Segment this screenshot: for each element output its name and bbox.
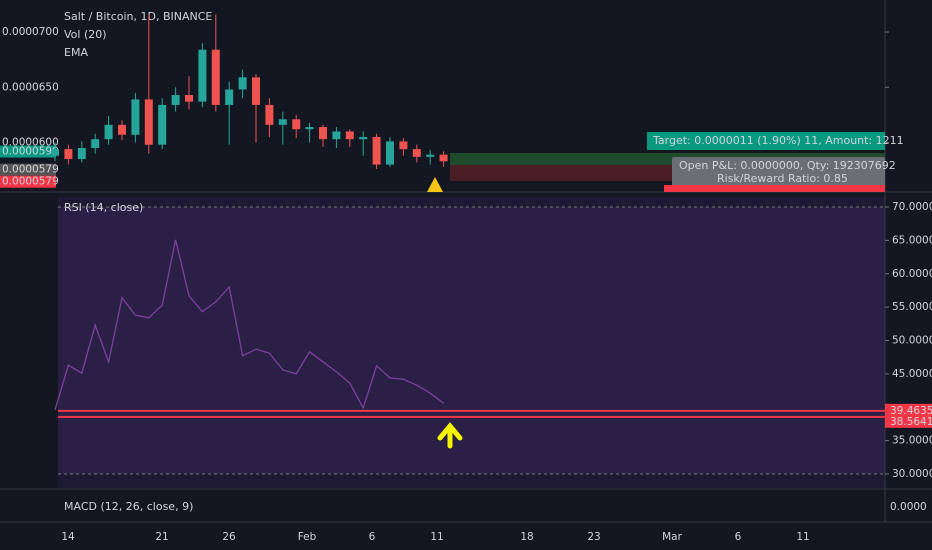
candle-body <box>372 136 381 165</box>
x-tick-label: 6 <box>369 531 376 543</box>
price-label-box <box>0 145 56 158</box>
entry-marker <box>427 177 443 192</box>
arrow <box>437 422 463 449</box>
level-box <box>885 403 932 417</box>
candle-body <box>319 127 327 140</box>
pnl-label: Open P&L: 0.0000000, Qty: 192307692 <box>679 159 896 172</box>
y-tick-label: 55.0000 <box>892 301 932 313</box>
x-tick-label: 11 <box>430 531 443 543</box>
x-tick-label: Feb <box>298 531 317 543</box>
macd-tick: 0.0000 <box>890 501 927 513</box>
target-box <box>647 132 885 150</box>
y-tick-label: 0.0000650 <box>2 81 59 93</box>
candle-body <box>77 148 86 160</box>
candle-body <box>104 124 113 140</box>
candle-body <box>386 141 394 165</box>
candle-body <box>265 104 274 125</box>
y-tick-label: 0.0000700 <box>2 26 59 38</box>
candle-body <box>51 149 59 156</box>
rsi-band <box>58 207 885 474</box>
candle-body <box>64 149 73 160</box>
y-tick-label: 65.0000 <box>892 234 932 246</box>
candle-body <box>332 131 341 140</box>
indicator: EMA <box>64 46 88 59</box>
level-label: 39.4635 <box>890 405 932 417</box>
candle-body <box>359 136 368 140</box>
candle-body <box>144 99 153 145</box>
candle-body <box>118 124 126 135</box>
candle-body <box>292 119 301 130</box>
candle-body <box>211 49 220 105</box>
rsi-title: RSI (14, close) <box>64 201 143 214</box>
level-box <box>885 414 932 428</box>
candle-body <box>399 141 408 150</box>
candle-body <box>171 95 180 105</box>
rsi-line <box>54 239 444 411</box>
y-tick-label: 70.0000 <box>892 201 932 213</box>
level-label: 38.5641 <box>890 416 932 428</box>
y-tick-label: 50.0000 <box>892 334 932 346</box>
candle-body <box>439 154 448 162</box>
price-label: 0.0000590 <box>2 146 59 158</box>
y-tick-label: 0.0000600 <box>2 137 59 149</box>
chart-title: Salt / Bitcoin, 1D, BINANCE <box>64 10 212 23</box>
y-tick-label: 60.0000 <box>892 268 932 280</box>
x-tick-label: 26 <box>222 531 236 543</box>
candle-body <box>158 104 167 145</box>
x-tick-label: 23 <box>587 531 600 543</box>
candle-body <box>252 77 260 105</box>
candle-body <box>198 49 207 102</box>
x-tick-label: 18 <box>520 531 533 543</box>
x-tick-label: 11 <box>796 531 809 543</box>
candle-body <box>345 131 354 140</box>
candle-body <box>225 89 234 105</box>
y-tick-label: 30.0000 <box>892 468 932 480</box>
ratio-label: Risk/Reward Ratio: 0.85 <box>717 172 848 185</box>
candle-body <box>131 99 140 135</box>
candle-body <box>426 154 435 157</box>
candle-body <box>305 127 314 130</box>
x-tick-label: 21 <box>155 531 168 543</box>
candle-body <box>412 149 421 157</box>
x-tick-label: 14 <box>61 531 75 543</box>
candle-body <box>185 95 193 102</box>
macd-title: MACD (12, 26, close, 9) <box>64 500 193 513</box>
candle-body <box>238 77 247 90</box>
y-tick-label: 45.0000 <box>892 368 932 380</box>
price-label-box <box>0 175 56 188</box>
price-label: 0.0000579 <box>2 176 59 188</box>
price-label: 0.0000579 <box>2 164 59 176</box>
target-label: Target: 0.0000011 (1.90%) 11, Amount: 12… <box>652 134 904 147</box>
candle-body <box>91 139 100 149</box>
price-label-box <box>0 163 56 176</box>
x-tick-label: 6 <box>735 531 742 543</box>
indicator: Vol (20) <box>64 28 107 41</box>
pnl-box <box>672 157 885 187</box>
candle-body <box>278 119 287 125</box>
x-tick-label: Mar <box>662 531 682 543</box>
stop-box <box>664 185 885 192</box>
y-tick-label: 35.0000 <box>892 435 932 447</box>
